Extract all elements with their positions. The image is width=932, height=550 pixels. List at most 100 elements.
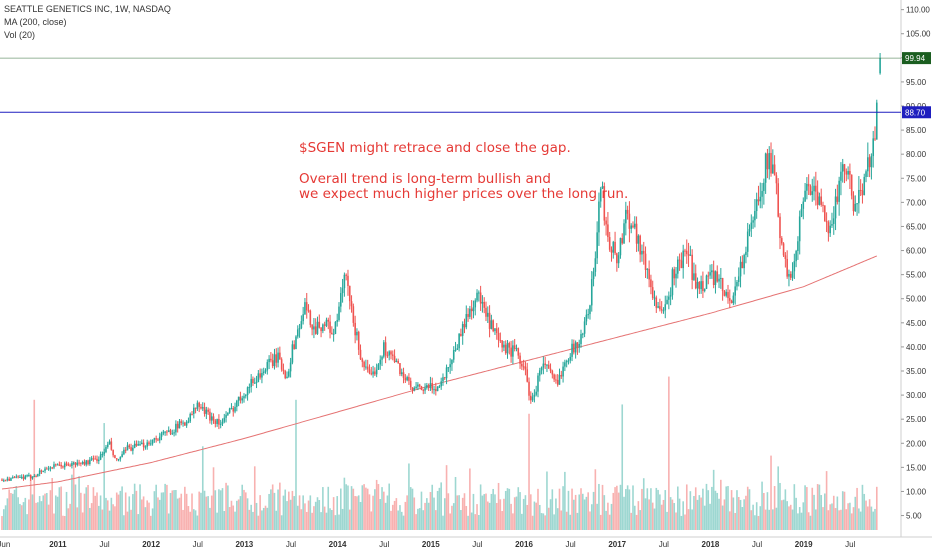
candle-body [442, 377, 444, 382]
candle-body [524, 366, 527, 370]
candle-body [74, 462, 77, 465]
volume-bar [637, 501, 640, 530]
candle-body [2, 480, 5, 482]
candle-body [46, 468, 48, 470]
chart-annotation[interactable]: $SGEN might retrace and close the gap. O… [299, 140, 628, 203]
candle-body [413, 387, 416, 391]
candle-body [770, 152, 772, 174]
candle-body [322, 324, 324, 332]
volume-bar [54, 495, 57, 530]
volume-bar [763, 492, 765, 530]
volume-bar [770, 455, 772, 530]
candle-body [635, 223, 638, 244]
volume-bar [210, 495, 213, 530]
volume-bar [379, 499, 382, 530]
volume-bar [508, 488, 511, 530]
price-tag-green[interactable] [902, 52, 931, 65]
candle-body [590, 279, 593, 306]
candle-body [44, 468, 46, 471]
volume-bar [680, 515, 683, 530]
volume-bar [795, 497, 797, 530]
volume-bar [691, 509, 693, 530]
indicator-ma-label[interactable]: MA (200, close) [4, 17, 67, 27]
candle-body [137, 444, 140, 446]
candle-body [465, 314, 468, 328]
volume-bar [234, 511, 236, 530]
volume-bar [155, 484, 157, 530]
volume-bar [598, 483, 600, 530]
volume-bar [309, 495, 312, 530]
candle-body [849, 171, 851, 175]
candle-body [605, 220, 607, 225]
y-tick-label: 15.00 [906, 463, 927, 472]
volume-bar [773, 486, 776, 530]
candle-body [788, 273, 790, 277]
candle-body [275, 354, 278, 363]
volume-bar [357, 495, 360, 530]
candle-body [501, 340, 503, 348]
candle-body [463, 324, 466, 328]
volume-bar [696, 499, 699, 530]
candle-body [641, 250, 643, 255]
candle-body [167, 430, 170, 432]
candle-body [858, 189, 860, 204]
volume-bar [341, 508, 344, 530]
candle-body [820, 196, 823, 205]
volume-bar [85, 487, 88, 530]
candle-body [194, 407, 197, 409]
candle-body [157, 439, 159, 441]
volume-bar [144, 507, 147, 530]
candle-body [293, 344, 295, 350]
volume-bar [384, 502, 387, 530]
volume-bar [166, 484, 168, 530]
candle-body [295, 336, 297, 350]
volume-bar [350, 486, 353, 530]
volume-bar [409, 487, 412, 530]
volume-bar [105, 497, 107, 530]
volume-bar [789, 504, 792, 530]
volume-bar [20, 505, 23, 530]
volume-bar [551, 489, 554, 530]
price-tag-blue[interactable] [902, 106, 931, 119]
candle-body [232, 408, 235, 412]
candle-body [139, 444, 141, 446]
volume-bar [519, 492, 521, 530]
candle-body [438, 386, 441, 388]
volume-bar [555, 498, 557, 530]
volume-bar [347, 485, 349, 530]
candle-body [698, 282, 701, 290]
candle-body [780, 238, 783, 244]
symbol-title[interactable]: SEATTLE GENETICS INC, 1W, NASDAQ [4, 4, 171, 14]
candle-body [304, 302, 306, 315]
volume-bar [449, 513, 451, 530]
candle-body [874, 138, 876, 140]
volume-bar [481, 495, 484, 530]
volume-bar [176, 498, 179, 530]
x-tick-label: 2012 [142, 540, 160, 549]
candle-body [813, 185, 815, 192]
candle-body [592, 271, 595, 280]
candle-body [791, 271, 794, 278]
candle-body [757, 199, 760, 202]
volume-bar [103, 423, 105, 530]
volume-bar [180, 493, 183, 530]
volume-bar [241, 484, 244, 530]
candle-body [528, 381, 530, 396]
candle-body [282, 369, 285, 371]
volume-bar [218, 489, 220, 530]
candle-body [408, 377, 410, 381]
candle-body [779, 216, 781, 239]
volume-bar [700, 497, 702, 530]
volume-bar [703, 505, 706, 530]
candle-body [544, 363, 546, 365]
candle-body [72, 462, 75, 464]
candle-body [386, 355, 389, 357]
volume-bar [522, 498, 525, 530]
indicator-volume-label[interactable]: Vol (20) [4, 30, 36, 40]
x-tick-label: Jul [99, 540, 109, 549]
y-tick-label: 65.00 [906, 222, 927, 231]
volume-bar [307, 500, 310, 530]
candle-body [682, 250, 684, 269]
